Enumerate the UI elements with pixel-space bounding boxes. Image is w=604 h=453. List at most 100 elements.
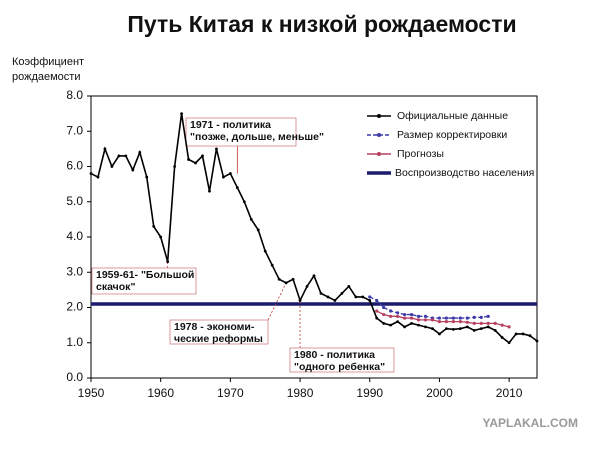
series-point	[389, 309, 393, 313]
annotation-text: 1978 - экономи-	[174, 321, 255, 333]
series-point	[451, 327, 455, 331]
series-point	[96, 175, 100, 179]
x-tick-label: 2010	[496, 386, 523, 400]
y-axis-title: Коэффициент	[12, 56, 84, 68]
series-point	[333, 299, 337, 302]
annotation-arrow	[267, 282, 287, 321]
series-point	[430, 318, 435, 322]
series-point	[410, 321, 413, 325]
series-point	[500, 336, 504, 339]
series-point	[222, 175, 225, 179]
annotation-text: 1980 - политика	[294, 349, 375, 361]
series-point	[416, 318, 421, 322]
series-point	[89, 172, 93, 175]
y-tick-label: 5.0	[66, 194, 83, 208]
series-point	[201, 154, 204, 158]
series-point	[263, 249, 267, 253]
series-point	[131, 168, 135, 172]
series-point	[361, 295, 365, 299]
series-point	[368, 299, 372, 302]
series-point	[152, 225, 156, 228]
series-point	[465, 316, 469, 320]
series-point	[396, 314, 400, 318]
series-point	[138, 151, 142, 154]
series-point	[528, 334, 532, 338]
series-point	[431, 327, 434, 331]
annotation-box	[91, 267, 197, 295]
series-point	[458, 327, 462, 331]
y-tick-label: 7.0	[66, 123, 83, 137]
series-point	[375, 316, 379, 320]
series-point	[368, 295, 372, 299]
series-point	[444, 316, 449, 320]
series-point	[479, 327, 483, 331]
series-point	[465, 325, 469, 329]
series-point	[124, 154, 128, 158]
series-point	[479, 321, 483, 325]
series-point	[403, 325, 406, 329]
chart-title: Путь Китая к низкой рождаемости	[127, 11, 516, 37]
x-tick-label: 1970	[217, 386, 244, 400]
series-point	[402, 312, 407, 317]
legend-marker	[377, 152, 381, 156]
x-tick-label: 1960	[147, 386, 174, 400]
series-point	[437, 320, 442, 324]
series-point	[298, 299, 302, 302]
series-point	[340, 292, 344, 295]
legend-marker	[377, 114, 381, 118]
x-tick-label: 2000	[426, 386, 453, 400]
series-point	[187, 158, 190, 161]
series-point	[445, 327, 448, 331]
series-point	[159, 235, 163, 239]
series-point	[103, 147, 107, 151]
series-point	[382, 312, 386, 317]
series-point	[270, 263, 274, 267]
annotation-text: "одного ребенка"	[294, 361, 385, 373]
y-tick-label: 3.0	[66, 264, 83, 278]
series-point	[180, 112, 183, 116]
series-point	[417, 323, 420, 327]
series-point	[312, 274, 316, 278]
series-point	[535, 339, 539, 343]
series-line	[90, 113, 538, 344]
series-point	[409, 316, 414, 320]
series-point	[493, 329, 497, 332]
series-point	[382, 305, 386, 310]
series-point	[438, 332, 441, 336]
series-point	[396, 311, 400, 315]
series-point	[110, 165, 114, 168]
series-point	[194, 161, 197, 165]
x-tick-label: 1950	[78, 386, 105, 400]
series-point	[382, 321, 386, 325]
series-point	[347, 284, 351, 288]
series-point	[284, 281, 288, 285]
y-tick-label: 1.0	[66, 335, 83, 349]
series-point	[472, 321, 476, 325]
series-point	[242, 200, 246, 204]
series-point	[479, 315, 483, 319]
series-point	[486, 314, 490, 318]
series-point	[173, 165, 177, 168]
series-point	[409, 312, 414, 317]
series-point	[256, 228, 260, 232]
series-point	[423, 318, 428, 322]
series-point	[208, 189, 211, 193]
series-point	[319, 292, 323, 295]
legend-marker	[377, 133, 381, 137]
series-point	[389, 314, 393, 318]
annotation-text: 1971 - политика	[190, 119, 271, 131]
series-point	[423, 314, 428, 318]
series-point	[521, 332, 525, 336]
series-point	[458, 316, 462, 320]
annotation-text: "позже, дольше, меньше"	[190, 131, 324, 143]
series-point	[166, 260, 170, 264]
legend-label: Размер корректировки	[397, 129, 507, 141]
series-point	[472, 329, 476, 332]
annotation-text: ческие реформы	[174, 333, 263, 345]
annotation-box	[169, 319, 269, 345]
series-point	[354, 295, 358, 299]
series-point	[500, 323, 504, 327]
series-point	[486, 325, 490, 329]
series-point	[451, 320, 455, 324]
y-tick-label: 4.0	[66, 229, 83, 243]
